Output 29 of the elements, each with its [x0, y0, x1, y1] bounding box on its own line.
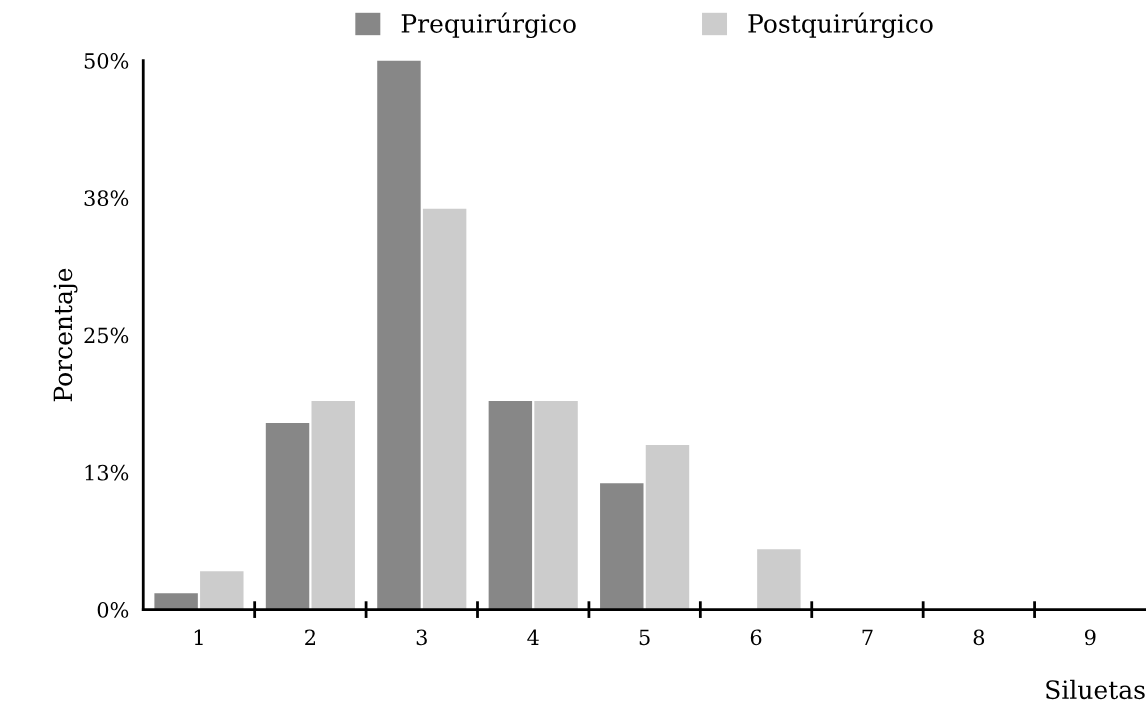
x-tick-label: 9 — [1084, 629, 1096, 646]
legend-label: Prequirúrgico — [401, 12, 576, 39]
legend-label: Postquirúrgico — [748, 12, 933, 39]
bar — [757, 549, 801, 610]
y-tick-label: 38% — [84, 190, 129, 207]
x-tick-label: 6 — [750, 629, 762, 646]
x-tick-label: 5 — [639, 629, 650, 646]
bar — [645, 444, 690, 610]
bar — [534, 400, 578, 610]
x-tick-label: 8 — [973, 629, 985, 646]
y-tick-label: 25% — [84, 327, 129, 344]
x-tick-label: 1 — [194, 629, 203, 645]
y-tick-label: 0% — [97, 602, 129, 618]
x-axis-title: Siluetas — [1046, 679, 1145, 700]
x-tick-label: 2 — [305, 629, 315, 645]
bar — [422, 208, 467, 610]
bar — [265, 422, 310, 610]
bar — [311, 400, 355, 610]
bar — [377, 60, 421, 610]
bar — [600, 483, 644, 610]
x-tick-label: 7 — [862, 629, 873, 645]
bar — [488, 400, 533, 610]
bar — [200, 571, 244, 610]
y-tick-label: 13% — [85, 464, 129, 481]
x-tick-label: 3 — [416, 629, 427, 646]
y-axis-title: Porcentaje — [53, 268, 78, 402]
bar — [154, 593, 198, 610]
y-tick-label: 50% — [84, 53, 129, 69]
x-tick-label: 4 — [527, 629, 539, 645]
